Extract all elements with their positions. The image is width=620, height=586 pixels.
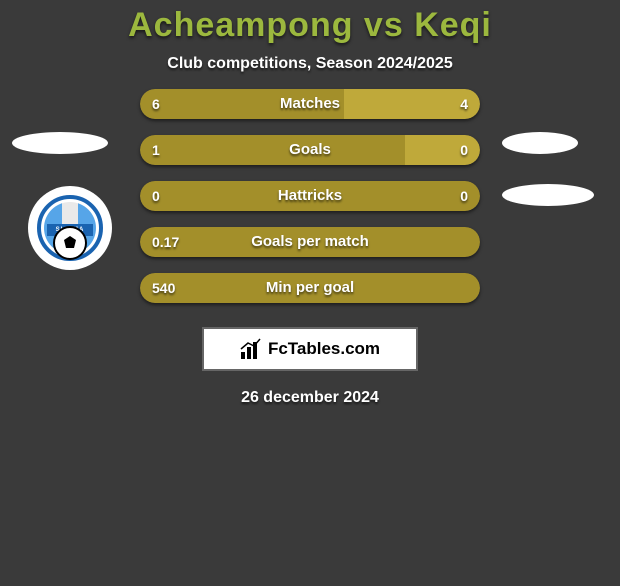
stat-value-right: 0 <box>460 135 468 165</box>
stat-row-hattricks: Hattricks0 0 <box>140 181 480 211</box>
player-placeholder-ellipse <box>12 132 108 154</box>
page-title: Acheampong vs Keqi <box>0 6 620 45</box>
soccer-ball-icon <box>53 226 87 260</box>
stat-value-left: 1 <box>152 135 160 165</box>
stat-value-right: 4 <box>460 89 468 119</box>
player-placeholder-ellipse <box>502 184 594 206</box>
source-logo: FcTables.com <box>202 327 418 371</box>
team-crest-left: SLIEMA <box>28 186 112 270</box>
stat-row-matches: Matches6 4 <box>140 89 480 119</box>
subtitle: Club competitions, Season 2024/2025 <box>0 55 620 73</box>
date-text: 26 december 2024 <box>0 389 620 407</box>
stat-label: Min per goal <box>140 273 480 303</box>
source-logo-text: FcTables.com <box>268 339 380 359</box>
bar-chart-icon <box>240 338 262 360</box>
stat-value-right: 0 <box>460 181 468 211</box>
stat-label: Goals <box>140 135 480 165</box>
stat-label: Hattricks <box>140 181 480 211</box>
stat-label: Goals per match <box>140 227 480 257</box>
stat-value-left: 6 <box>152 89 160 119</box>
stat-row-goals: Goals1 0 <box>140 135 480 165</box>
stat-value-left: 0 <box>152 181 160 211</box>
stat-value-left: 0.17 <box>152 227 179 257</box>
player-placeholder-ellipse <box>502 132 578 154</box>
stat-row-min-per-goal: Min per goal540 <box>140 273 480 303</box>
stat-value-left: 540 <box>152 273 175 303</box>
stat-row-goals-per-match: Goals per match0.17 <box>140 227 480 257</box>
stat-label: Matches <box>140 89 480 119</box>
